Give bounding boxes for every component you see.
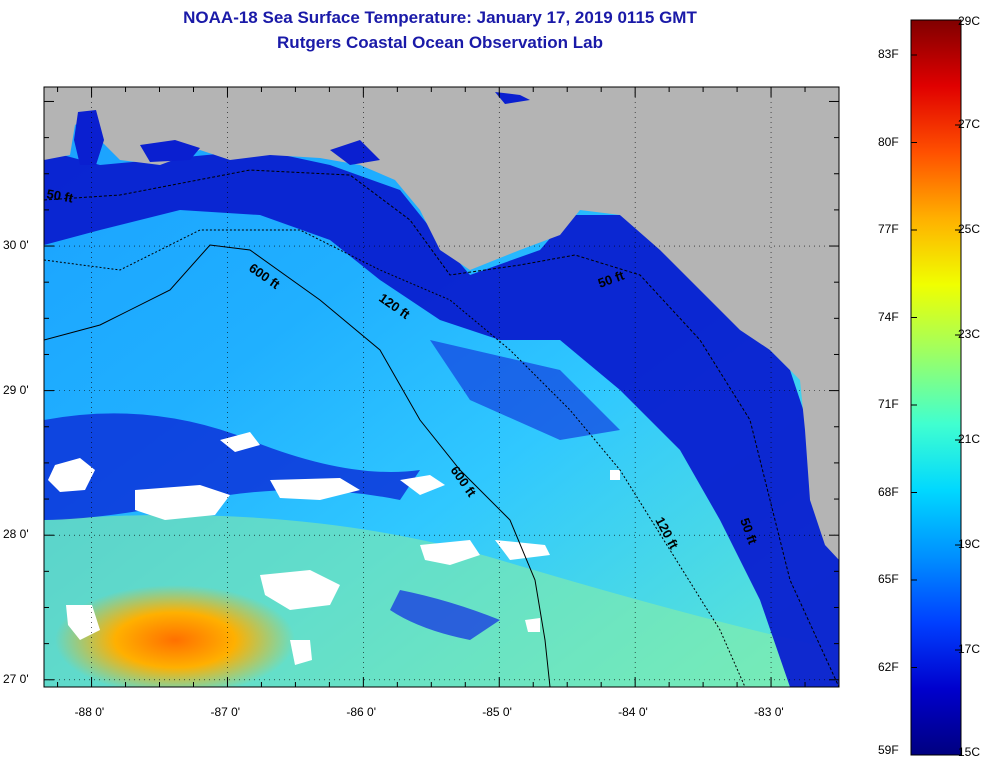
coastal-bay	[495, 92, 530, 104]
celsius-label: 23C	[958, 327, 981, 341]
lat-tick-label: 30 0'	[3, 238, 29, 253]
colorbar	[910, 19, 962, 756]
map-subtitle: Rutgers Coastal Ocean Observation Lab	[277, 33, 603, 52]
cold-streak	[430, 340, 620, 440]
fahrenheit-label: 74F	[878, 309, 899, 324]
ocean-warm-patch	[55, 585, 295, 687]
lon-tick-label: -83 0'	[754, 705, 784, 719]
celsius-label: 21C	[958, 432, 981, 446]
coastal-bay	[140, 140, 200, 162]
fahrenheit-label: 65F	[878, 572, 899, 586]
cloud-patches	[48, 432, 620, 665]
fahrenheit-label: 77F	[878, 222, 899, 236]
map-title: NOAA-18 Sea Surface Temperature: January…	[183, 8, 697, 27]
celsius-label: 17C	[958, 642, 981, 656]
contour-50ft	[44, 169, 839, 687]
graticule	[44, 87, 839, 687]
lon-tick-label: -85 0'	[482, 705, 512, 719]
lat-tick-label: 29 0'	[3, 382, 29, 397]
coastal-bay	[330, 140, 380, 165]
fahrenheit-label: 71F	[878, 397, 899, 411]
lat-tick-label: 28 0'	[3, 527, 29, 542]
fahrenheit-label: 80F	[878, 134, 899, 149]
fahrenheit-label: 62F	[878, 659, 899, 674]
celsius-label: 19C	[958, 537, 981, 551]
fahrenheit-label: 59F	[878, 743, 899, 757]
celsius-label: 27C	[958, 117, 981, 131]
cold-shelf-water	[44, 150, 839, 687]
fahrenheit-label: 68F	[878, 484, 899, 499]
celsius-label: 25C	[958, 222, 981, 236]
contour-600ft	[44, 244, 551, 687]
lat-tick-label: 27 0'	[3, 671, 29, 686]
lon-tick-label: -84 0'	[618, 705, 648, 719]
celsius-label: 29C	[958, 14, 981, 28]
cold-streak	[390, 590, 500, 640]
contour-label: 50 ft	[45, 186, 75, 206]
celsius-label: 15C	[958, 745, 981, 759]
axis-ticks	[44, 87, 840, 687]
colorbar-ticks	[911, 19, 961, 756]
map-frame	[43, 86, 840, 688]
fahrenheit-label: 83F	[878, 47, 899, 61]
lon-tick-label: -86 0'	[346, 705, 376, 719]
mobile-bay	[74, 110, 104, 165]
land-mainland	[44, 87, 839, 560]
lon-tick-label: -87 0'	[210, 705, 241, 719]
lon-tick-label: -88 0'	[74, 705, 105, 719]
